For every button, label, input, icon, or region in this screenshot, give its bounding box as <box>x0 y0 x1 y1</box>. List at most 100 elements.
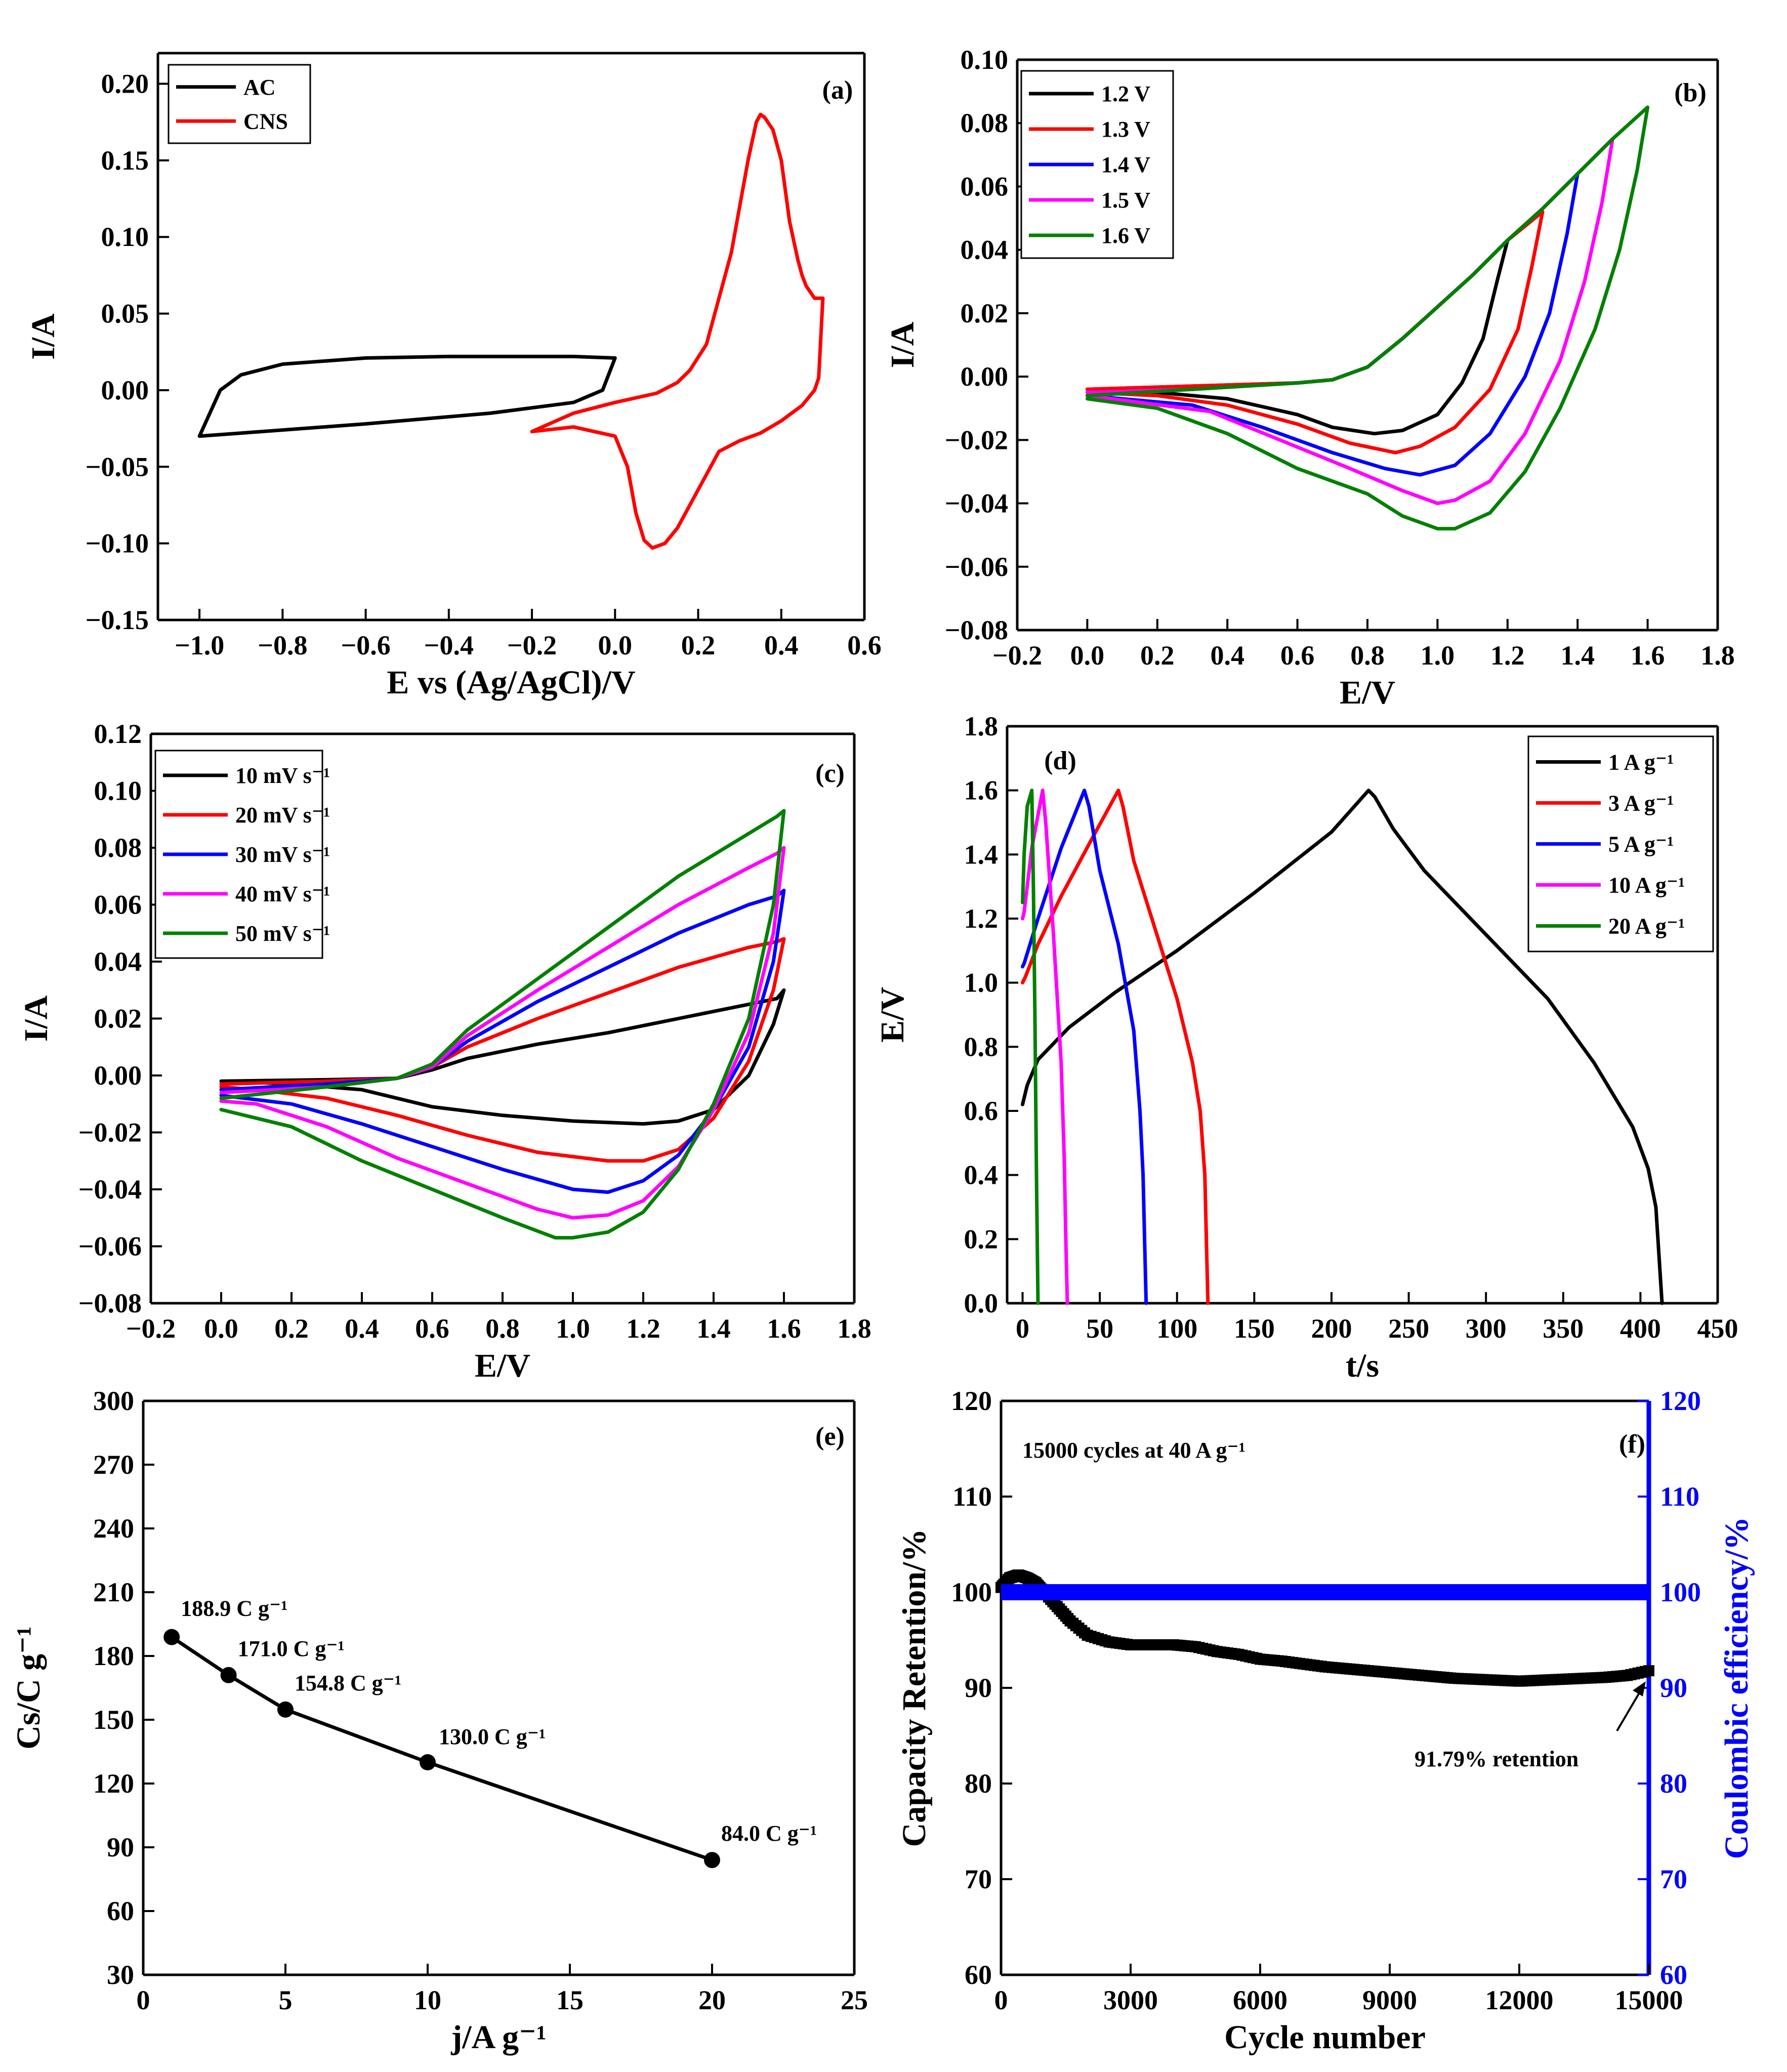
y-tick-label: 0.02 <box>94 1004 142 1034</box>
panel-label: (c) <box>815 759 845 788</box>
series-50-mv-s-1 <box>219 809 786 1240</box>
x-tick-label: 6000 <box>1233 1985 1287 2015</box>
series-20-mv-s-1 <box>219 937 786 1163</box>
y-tick-label: 0.20 <box>101 69 149 99</box>
y-tick-label: 1.0 <box>964 968 999 998</box>
y-tick-label: 70 <box>965 1864 992 1894</box>
y-tick-label: 100 <box>951 1577 992 1607</box>
panel-label: (d) <box>1044 747 1076 775</box>
y-tick-label: 0.4 <box>964 1160 999 1190</box>
x-tick-label: −0.2 <box>992 640 1042 671</box>
x-tick-label: 0.0 <box>1070 640 1105 671</box>
x-tick-label: 0.4 <box>1210 640 1244 671</box>
series-20-a-g-1 <box>1021 789 1040 1305</box>
y-tick-label: 210 <box>93 1577 134 1607</box>
x-tick-label: −0.4 <box>424 630 474 660</box>
y2-tick-label: 120 <box>1660 1386 1701 1416</box>
y-tick-label: −0.06 <box>945 552 1008 582</box>
legend-box <box>168 64 311 144</box>
y-tick-label: 270 <box>93 1449 134 1480</box>
data-label: 130.0 C g⁻¹ <box>439 1724 546 1749</box>
legend-entry: 1.2 V <box>1101 81 1150 106</box>
x-axis-label: j/A g⁻¹ <box>450 2019 546 2056</box>
y2-tick-label: 90 <box>1660 1673 1687 1703</box>
y-tick-label: 180 <box>93 1641 134 1671</box>
x-axis-label: E/V <box>475 1347 530 1384</box>
y-tick-label: 110 <box>952 1481 992 1512</box>
y-tick-label: 0.04 <box>94 946 142 977</box>
series-30-mv-s-1 <box>219 888 786 1194</box>
y-axis-label: Cs/C g⁻¹ <box>10 1626 47 1749</box>
y-tick-label: 0.08 <box>94 833 142 863</box>
x-tick-label: 300 <box>1466 1313 1507 1344</box>
data-point <box>420 1754 436 1770</box>
x-tick-label: 5 <box>279 1985 293 2015</box>
x-tick-label: 1.8 <box>1700 640 1735 671</box>
x-tick-label: 1.0 <box>556 1313 590 1344</box>
x-axis-label: E vs (Ag/AgCl)/V <box>387 664 635 701</box>
coulombic-efficiency-band <box>1001 1584 1649 1600</box>
legend-entry: CNS <box>243 109 288 134</box>
y-tick-label: 0.05 <box>101 299 149 329</box>
y-tick-label: 300 <box>93 1386 134 1416</box>
y-tick-label: 0.10 <box>94 776 142 806</box>
x-tick-label: 150 <box>1234 1313 1275 1344</box>
y-tick-label: 120 <box>93 1768 134 1799</box>
y-tick-label: 0.6 <box>964 1096 999 1126</box>
x-tick-label: 250 <box>1388 1313 1429 1344</box>
legend-entry: 20 mV s⁻¹ <box>235 803 330 827</box>
x-tick-label: 0.6 <box>415 1313 449 1344</box>
panel-label: (a) <box>822 76 853 105</box>
y-tick-label: 90 <box>107 1832 134 1862</box>
y-tick-label: 0.06 <box>94 890 142 920</box>
x-tick-label: 20 <box>698 1985 726 2015</box>
x-tick-label: 1.6 <box>1631 640 1665 671</box>
data-label: 84.0 C g⁻¹ <box>721 1821 817 1846</box>
y-tick-label: 0.2 <box>964 1224 999 1254</box>
y-axis-label: I/A <box>884 321 921 368</box>
x-tick-label: 1.2 <box>1490 640 1525 671</box>
y-tick-label: 1.6 <box>964 775 999 806</box>
y-tick-label: 0.15 <box>101 145 149 176</box>
series-10-mv-s-1 <box>219 988 786 1126</box>
y-tick-label: 60 <box>107 1896 134 1926</box>
y-tick-label: 0.8 <box>964 1031 999 1062</box>
y-tick-label: 120 <box>951 1386 992 1416</box>
series-3-a-g-1 <box>1021 789 1210 1305</box>
legend-entry: 50 mV s⁻¹ <box>235 921 330 946</box>
x-axis-label: Cycle number <box>1224 2019 1426 2056</box>
y-tick-label: −0.04 <box>78 1174 142 1205</box>
y-tick-label: 30 <box>107 1960 134 1990</box>
y-tick-label: 90 <box>965 1673 992 1703</box>
x-tick-label: 15000 <box>1615 1985 1683 2015</box>
x-tick-label: 1.2 <box>626 1313 660 1344</box>
y-tick-label: 0.10 <box>961 45 1009 75</box>
x-tick-label: 0 <box>137 1985 150 2015</box>
panel-c: −0.2 0.0 0.2 0.4 0.6 0.8 1.0 1.2 1.4 1.6 1.8 −0.08 −… <box>18 719 871 1384</box>
panel-label: (f) <box>1619 1430 1645 1459</box>
series-cns <box>530 112 825 550</box>
y-tick-label: −0.04 <box>945 488 1008 519</box>
data-point <box>277 1701 294 1718</box>
x-tick-label: 100 <box>1156 1313 1197 1344</box>
x-tick-label: 0.2 <box>274 1313 309 1344</box>
legend-entry: 10 mV s⁻¹ <box>235 763 330 788</box>
data-label: 154.8 C g⁻¹ <box>295 1671 401 1695</box>
y-tick-label: −0.08 <box>945 615 1008 645</box>
data-label: 171.0 C g⁻¹ <box>238 1636 345 1661</box>
y-tick-label: 150 <box>93 1705 134 1735</box>
series-40-mv-s-1 <box>219 846 786 1220</box>
y-axis-label: I/A <box>25 313 62 360</box>
panel-b: −0.2 0.0 0.2 0.4 0.6 0.8 1.0 1.2 1.4 1.6 1.8 −0.08 −… <box>884 45 1735 711</box>
legend-entry: 5 A g⁻¹ <box>1608 832 1674 857</box>
y-tick-label: 0.04 <box>961 235 1009 265</box>
panel-d: 0 50 100 150 200 250 300 350 400 450 0.0 0.2 0.4 0.6 0… <box>874 711 1738 1384</box>
x-tick-label: 450 <box>1697 1313 1738 1344</box>
x-tick-label: 0.2 <box>681 630 716 660</box>
legend-entry: 1.3 V <box>1101 117 1150 142</box>
y-tick-label: 0.06 <box>961 171 1009 201</box>
data-point <box>163 1629 180 1645</box>
x-tick-label: 0 <box>994 1985 1008 2015</box>
y-tick-label: 60 <box>965 1960 992 1990</box>
